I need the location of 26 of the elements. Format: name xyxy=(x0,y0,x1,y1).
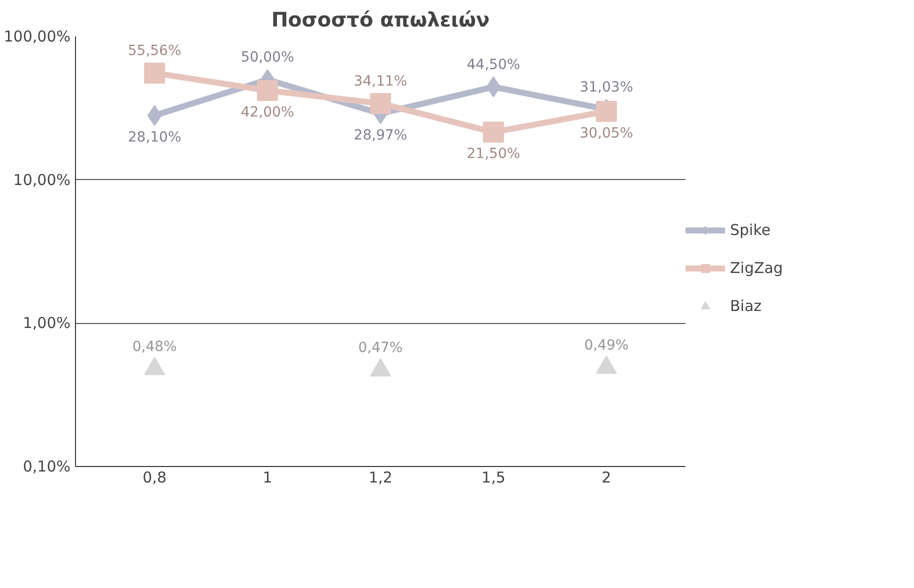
legend-label: ZigZag xyxy=(730,259,783,277)
data-label: 34,11% xyxy=(354,73,408,90)
data-label: 0,48% xyxy=(132,338,177,355)
legend-label: Biaz xyxy=(730,297,762,315)
data-label: 28,97% xyxy=(354,128,408,144)
legend-label: Spike xyxy=(730,221,771,239)
data-label: 0,49% xyxy=(584,338,629,354)
data-label: 21,50% xyxy=(466,146,520,162)
data-label: 44,50% xyxy=(466,56,520,73)
x-tick-label: 1,2 xyxy=(368,468,392,486)
y-tick-label: 0,10% xyxy=(22,458,71,476)
x-tick-label: 2 xyxy=(602,468,612,486)
x-tick-label: 0,8 xyxy=(142,468,167,486)
data-label: 50,00% xyxy=(240,50,294,66)
y-tick-label: 1,00% xyxy=(22,314,71,332)
chart-title: Ποσοστό απωλειών xyxy=(271,8,490,32)
data-label: 28,10% xyxy=(128,130,182,146)
data-label: 42,00% xyxy=(240,104,294,120)
x-tick-label: 1,5 xyxy=(482,468,506,486)
data-label: 0,47% xyxy=(358,340,403,356)
y-tick-label: 100,00% xyxy=(4,28,71,46)
data-label: 30,05% xyxy=(580,125,634,142)
data-label: 55,56% xyxy=(128,43,182,60)
x-tick-label: 1 xyxy=(262,468,272,486)
data-label: 31,03% xyxy=(580,79,634,96)
y-tick-label: 10,00% xyxy=(13,170,71,189)
